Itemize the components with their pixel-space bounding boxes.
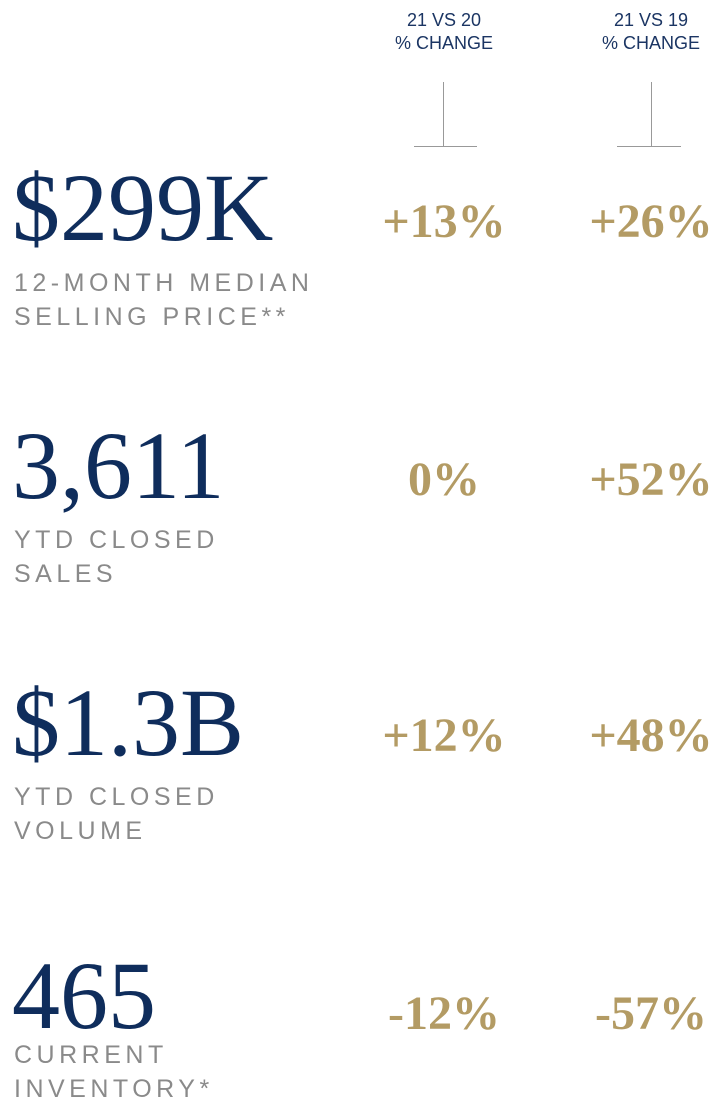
divider — [651, 82, 652, 146]
stat-value: 465 — [12, 942, 156, 1049]
divider — [414, 146, 477, 147]
stat-label: CURRENT — [14, 1041, 168, 1069]
stat-label: INVENTORY* — [14, 1075, 214, 1103]
percent-change: +26% — [589, 195, 713, 248]
divider — [617, 146, 681, 147]
column-header: 21 VS 20 — [406, 10, 482, 30]
divider — [443, 82, 444, 146]
column-header: % CHANGE — [394, 33, 493, 53]
stat-value: 3,611 — [12, 412, 225, 519]
stat-label: YTD CLOSED — [14, 783, 219, 811]
column-header: 21 VS 19 — [613, 10, 689, 30]
percent-change: +52% — [589, 453, 713, 506]
percent-change: +13% — [382, 195, 506, 248]
percent-change: -12% — [388, 987, 500, 1040]
stat-value: $1.3B — [12, 669, 245, 776]
stat-label: SELLING PRICE** — [14, 303, 290, 331]
column-header: % CHANGE — [601, 33, 700, 53]
stat-value: $299K — [12, 154, 274, 261]
stat-label: 12-MONTH MEDIAN — [14, 269, 314, 297]
percent-change: +12% — [382, 709, 506, 762]
stat-label: SALES — [14, 560, 118, 588]
stat-label: VOLUME — [14, 817, 147, 845]
stat-label: YTD CLOSED — [14, 526, 219, 554]
percent-change: +48% — [589, 709, 713, 762]
percent-change: 0% — [408, 453, 480, 506]
percent-change: -57% — [595, 987, 707, 1040]
